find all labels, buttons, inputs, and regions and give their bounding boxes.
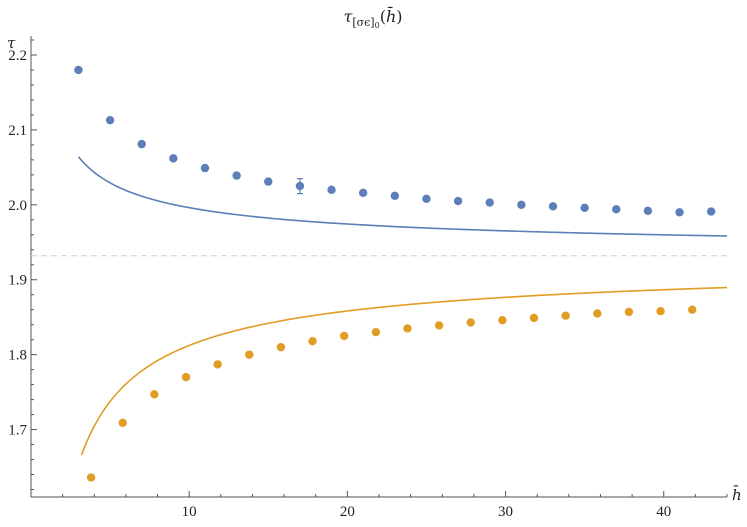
data-point-series-2: [245, 350, 254, 359]
fit-curve-1: [77, 156, 728, 237]
y-tick-label: 2.0: [8, 198, 27, 214]
data-point-series-2: [308, 336, 317, 346]
title-argument: h̄: [386, 5, 396, 26]
data-point-series-2: [213, 360, 222, 369]
data-point-series-1: [169, 154, 178, 163]
x-tick-label: 40: [656, 504, 671, 520]
data-point-series-2: [403, 324, 412, 333]
data-point-series-1: [137, 139, 146, 149]
title-main: τ: [343, 7, 353, 26]
data-point-series-1: [612, 205, 621, 214]
data-point-series-1: [74, 65, 83, 75]
data-point-series-2: [656, 307, 665, 316]
data-point-series-2: [434, 321, 444, 330]
y-tick-label: 1.9: [8, 273, 27, 289]
data-point-series-1: [327, 185, 336, 195]
data-point-series-1: [390, 191, 400, 201]
data-point-series-1: [517, 200, 526, 210]
data-point-series-2: [466, 318, 475, 327]
data-point-series-1: [295, 181, 305, 191]
fit-curves: [77, 156, 728, 456]
data-point-series-2: [498, 315, 507, 325]
y-tick-label: 1.7: [8, 423, 27, 439]
data-point-series-1: [485, 198, 494, 207]
x-tick-label: 20: [340, 504, 355, 520]
x-axis-label: h̄: [732, 486, 742, 504]
data-point-series-2: [150, 390, 159, 399]
title-subsubscript: 0: [375, 21, 380, 30]
data-point-series-2: [688, 305, 697, 314]
y-tick-label: 1.8: [8, 348, 27, 364]
data-point-series-1: [105, 115, 115, 125]
data-point-series-2: [86, 473, 96, 482]
data-point-series-2: [371, 327, 381, 337]
data-point-series-1: [548, 202, 558, 211]
y-tick-label: 2.2: [8, 48, 27, 64]
fit-curve-2: [80, 286, 728, 456]
data-point-series-2: [593, 309, 602, 318]
data-point-series-1: [453, 196, 463, 206]
data-point-series-2: [561, 311, 570, 320]
data-point-series-1: [675, 208, 684, 217]
data-point-series-2: [118, 418, 127, 428]
data-point-series-1: [200, 163, 210, 173]
x-tick-label: 10: [182, 504, 197, 520]
data-point-series-2: [624, 307, 634, 317]
y-tick-label: 2.1: [8, 123, 27, 139]
chart-title: τ[σϵ]0(h̄): [343, 5, 402, 30]
data-point-series-1: [264, 177, 273, 186]
axes: 10 20 30 40 1.7 1.8 1.9 2.0 2.1 2.2: [8, 36, 728, 520]
data-points: [74, 65, 716, 482]
data-point-series-1: [706, 207, 716, 216]
data-point-series-2: [340, 331, 349, 341]
x-tick-label: 30: [498, 504, 513, 520]
data-point-series-2: [276, 342, 286, 352]
data-point-series-2: [529, 313, 539, 323]
data-point-series-2: [181, 372, 191, 382]
y-axis-label: τ: [7, 34, 16, 52]
data-point-series-1: [643, 206, 653, 216]
data-point-series-1: [580, 203, 589, 213]
data-point-series-1: [232, 171, 241, 180]
data-point-series-1: [422, 194, 431, 204]
title-subscript: [σϵ]: [352, 16, 374, 29]
data-point-series-1: [358, 188, 368, 198]
